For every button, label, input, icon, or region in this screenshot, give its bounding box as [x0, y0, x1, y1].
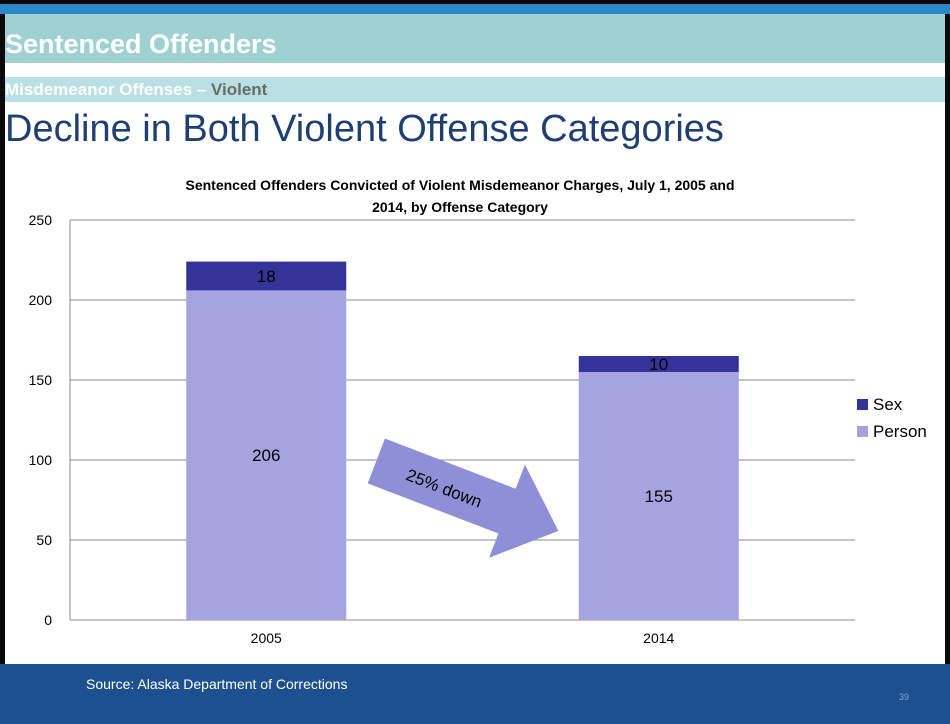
bar-sex-2014 — [578, 356, 739, 372]
data-label: 18 — [257, 267, 276, 286]
page-number: 39 — [899, 692, 910, 702]
slide-subtitle: Misdemeanor Offenses – Violent — [5, 80, 267, 100]
legend-swatch-person — [857, 426, 868, 437]
data-label: 206 — [252, 446, 280, 465]
bar-sex-2005 — [186, 261, 347, 291]
subtitle-main: Misdemeanor Offenses – — [5, 80, 207, 99]
chart-title: Sentenced Offenders Convicted of Violent… — [185, 177, 734, 215]
x-axis-ticks: 2005 2014 — [251, 630, 675, 646]
slide-headline: Decline in Both Violent Offense Categori… — [5, 108, 724, 150]
arrow-icon — [367, 438, 559, 558]
legend: Sex Person — [857, 395, 927, 441]
y-tick-label: 150 — [29, 372, 53, 388]
data-label: 155 — [645, 487, 673, 506]
legend-label-sex: Sex — [873, 395, 903, 414]
chart-title-line-1: Sentenced Offenders Convicted of Violent… — [185, 177, 734, 193]
bars: 206 18 155 10 — [186, 261, 739, 620]
subtitle-band: Misdemeanor Offenses – Violent — [5, 77, 945, 102]
legend-swatch-sex — [857, 399, 868, 410]
y-tick-label: 250 — [29, 212, 53, 228]
chart-title-line-2: 2014, by Offense Category — [372, 199, 548, 215]
legend-label-person: Person — [873, 422, 927, 441]
y-tick-label: 100 — [29, 452, 53, 468]
footer-band: Source: Alaska Department of Corrections… — [0, 664, 950, 724]
source-note: Source: Alaska Department of Corrections — [86, 676, 348, 692]
x-tick-label: 2005 — [251, 630, 282, 646]
subtitle-accent: Violent — [210, 80, 268, 99]
y-axis-ticks: 0 50 100 150 200 250 — [29, 212, 53, 628]
bar-person-2005 — [186, 290, 347, 620]
decline-arrow: 25% down — [367, 438, 559, 558]
y-tick-label: 0 — [44, 612, 52, 628]
x-tick-label: 2014 — [643, 630, 674, 646]
top-accent-bar — [0, 0, 950, 14]
y-tick-label: 200 — [29, 292, 53, 308]
decline-arrow-shape: 25% down — [367, 438, 559, 558]
bar-person-2014 — [578, 372, 739, 620]
data-label: 10 — [649, 355, 668, 374]
title-band: Sentenced Offenders — [5, 14, 945, 63]
stacked-bar-chart: Sentenced Offenders Convicted of Violent… — [29, 177, 927, 646]
y-tick-label: 50 — [36, 532, 52, 548]
slide-title: Sentenced Offenders — [5, 29, 277, 59]
